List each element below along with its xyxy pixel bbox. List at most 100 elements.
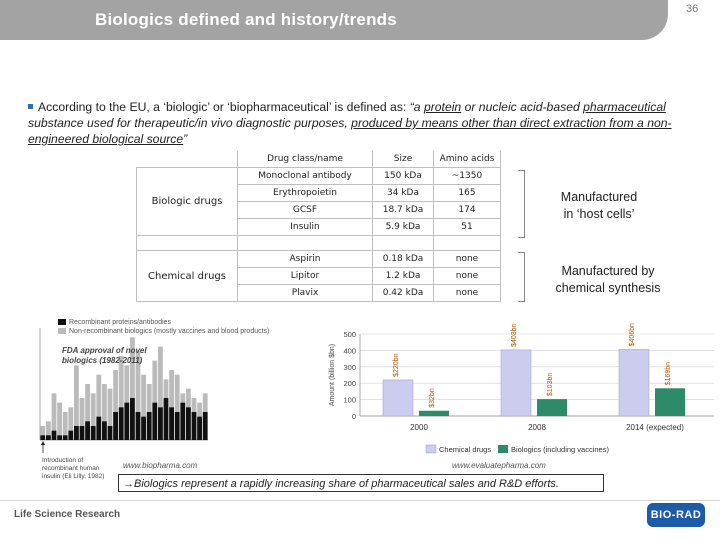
slide-title: Biologics defined and history/trends <box>95 10 397 29</box>
legend-label-biologics: Biologics (including vaccines) <box>511 445 609 454</box>
header-bar <box>0 0 618 40</box>
page-number: 36 <box>686 3 699 15</box>
hist-bar-non-recombinant <box>68 407 74 440</box>
hist-bar-non-recombinant <box>107 388 113 440</box>
hist-bar-non-recombinant <box>46 421 51 440</box>
hist-bar-recombinant <box>191 412 197 440</box>
sales-chart: 0 100 200 300 400 500 Amount (billion $bn) $220… <box>329 323 714 454</box>
hist-bar-non-recombinant <box>51 393 57 440</box>
drug-amino-acids: none <box>433 267 501 285</box>
y-tick-label: 500 <box>343 330 356 339</box>
drug-size: 1.2 kDa <box>372 267 434 285</box>
y-tick-label: 200 <box>343 379 356 388</box>
hist-bar-recombinant <box>102 421 107 440</box>
spacer-cell <box>237 235 373 251</box>
hist-bar-non-recombinant <box>135 351 141 440</box>
hist-bar-recombinant <box>90 426 96 440</box>
x-category-label: 2008 <box>528 423 546 432</box>
drug-name: GCSF <box>237 201 373 219</box>
hist-bar-recombinant <box>146 412 152 440</box>
sales-bar <box>500 349 532 417</box>
hist-bar-non-recombinant <box>85 384 90 440</box>
hist-bar-non-recombinant <box>40 426 46 440</box>
table-spacer-row <box>136 235 501 251</box>
hist-bar-recombinant <box>158 407 163 440</box>
fda-title-line-1: FDA approval of novel <box>62 346 147 355</box>
hist-bar-recombinant <box>180 402 186 440</box>
definition-bullet: According to the EU, a ‘biologic’ or ‘bi… <box>28 99 673 147</box>
hist-bar-non-recombinant <box>169 370 174 440</box>
fda-chart-legend: Recombinant proteins/antibodies Non-reco… <box>58 318 269 336</box>
hist-bar-non-recombinant <box>113 370 118 440</box>
host-cells-line-1: Manufactured <box>560 190 638 204</box>
evaluatepharma-source: www.evaluatepharma.com <box>452 461 546 470</box>
spacer-cell <box>433 235 501 251</box>
hist-bar-non-recombinant <box>118 356 124 440</box>
chemical-bracket <box>518 252 525 302</box>
hist-bar-recombinant <box>74 426 79 440</box>
hist-bar-recombinant <box>57 435 62 440</box>
drug-size: 150 kDa <box>372 167 434 185</box>
hist-bar-non-recombinant <box>90 393 96 440</box>
hist-bar-non-recombinant <box>158 346 163 440</box>
quote-underline-pharmaceutical: pharmaceutical <box>583 100 666 114</box>
hist-bar-recombinant <box>62 435 68 440</box>
sales-bar-label: $220bn <box>393 353 400 376</box>
hist-bar-recombinant <box>202 412 208 440</box>
drug-name: Insulin <box>237 218 373 236</box>
hist-bar-recombinant <box>135 412 141 440</box>
table-corner <box>137 151 238 168</box>
sales-bar-label: $169bn <box>665 362 672 385</box>
insulin-arrow-head <box>41 441 45 445</box>
y-tick-label: 300 <box>343 363 356 372</box>
quote-underline-protein: protein <box>423 100 462 114</box>
hist-bar-recombinant <box>79 426 85 440</box>
sales-bar <box>382 379 414 417</box>
fda-title-line-2: biologics (1982-2011) <box>62 356 143 365</box>
legend-swatch <box>58 319 66 326</box>
bio-rad-logo: BIO-RAD <box>647 503 705 527</box>
legend-swatch-chemical <box>425 444 437 454</box>
drug-size: 18.7 kDa <box>372 201 434 219</box>
spacer-cell <box>372 235 434 251</box>
chemical-drugs-label: Chemical drugs <box>136 250 238 302</box>
table-row: GCSF 18.7 kDa 174 <box>137 201 501 219</box>
drug-amino-acids: ~1350 <box>433 167 501 185</box>
drug-size: 0.42 kDa <box>372 284 434 302</box>
sales-bar-label: $103bn <box>547 373 554 396</box>
quote-part-3: substance used for therapeutic/in vivo d… <box>28 116 352 130</box>
legend-item: Recombinant proteins/antibodies <box>58 318 269 327</box>
hist-bar-non-recombinant <box>96 374 102 440</box>
hist-bar-non-recombinant <box>141 374 146 440</box>
hist-bar-recombinant <box>169 407 174 440</box>
hist-bar-recombinant <box>152 402 158 440</box>
hist-bar-recombinant <box>113 412 118 440</box>
hist-bar-recombinant <box>96 416 102 440</box>
drug-name: Plavix <box>237 284 373 302</box>
sales-bar <box>419 410 449 416</box>
drug-amino-acids: none <box>433 250 501 268</box>
hist-bar-non-recombinant <box>130 337 135 440</box>
sales-bar <box>618 349 650 417</box>
drug-name: Aspirin <box>237 250 373 268</box>
y-axis-label: Amount (billion $bn) <box>329 344 336 406</box>
biologic-drugs-label: Biologic drugs <box>136 167 238 236</box>
chemical-synthesis-line-2: chemical synthesis <box>555 281 661 295</box>
legend-item: Non-recombinant biologics (mostly vaccin… <box>58 327 269 336</box>
legend-swatch-biologics <box>498 445 508 453</box>
hist-bar-recombinant <box>124 402 130 440</box>
drug-comparison-table: Drug class/name Size Amino acids Biologi… <box>136 151 501 302</box>
hist-bar-recombinant <box>141 416 146 440</box>
footer-text: Life Science Research <box>14 509 121 520</box>
table-row: Lipitor 1.2 kDa none <box>137 267 501 285</box>
hist-bar-recombinant <box>118 407 124 440</box>
quote-part-2: or nucleic acid-based <box>461 100 584 114</box>
drug-size: 0.18 kDa <box>372 250 434 268</box>
hist-bar-recombinant <box>186 407 191 440</box>
legend-label-chemical: Chemical drugs <box>439 445 491 454</box>
legend-label-non-recombinant: Non-recombinant biologics (mostly vaccin… <box>69 328 270 335</box>
hist-bar-recombinant <box>85 421 90 440</box>
footer-divider <box>0 500 720 501</box>
hist-bar-recombinant <box>130 398 135 440</box>
drug-name: Erythropoietin <box>237 184 373 202</box>
